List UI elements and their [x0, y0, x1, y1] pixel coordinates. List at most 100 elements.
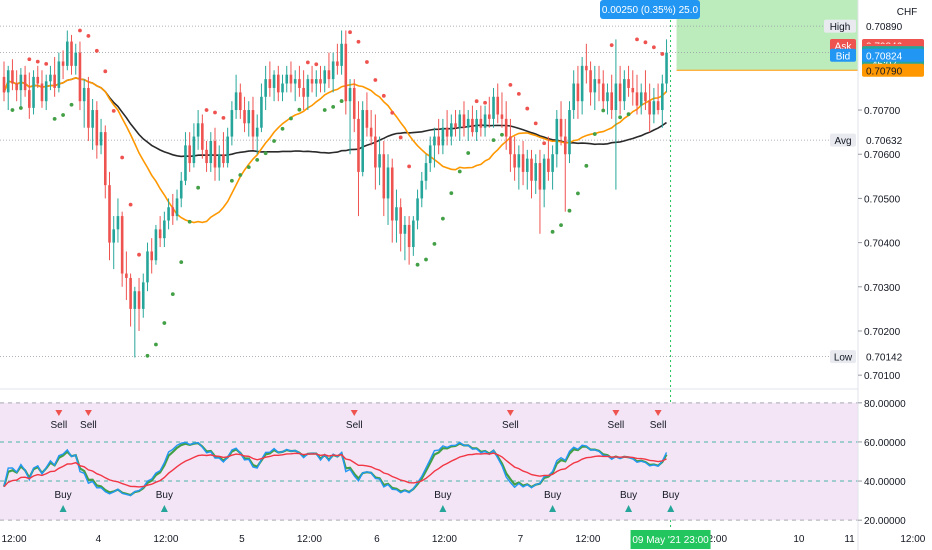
sar-dot: [297, 107, 302, 112]
price-axis[interactable]: 0.70700 0.70600 0.70500 0.70400 0.70300 0.702…: [824, 19, 924, 383]
sar-dot: [449, 191, 454, 196]
buy-signal-marker: [439, 505, 447, 512]
candle-body: [344, 43, 348, 102]
oscillator-axis-label: 20.00000: [864, 516, 906, 527]
candle-body: [585, 65, 588, 71]
candle-body: [209, 140, 213, 164]
bid-label-tag-plate: [830, 48, 856, 62]
candle-body: [623, 79, 626, 102]
oscillator-axis-label: 40.00000: [864, 477, 906, 488]
sar-dot: [474, 99, 479, 104]
candle-body: [323, 70, 327, 84]
sar-dot: [424, 257, 428, 262]
sar-dot: [170, 292, 175, 297]
avg-label-plate: [862, 133, 924, 147]
candle-body: [70, 41, 73, 66]
price-axis-label: 0.70500: [864, 194, 901, 205]
candle-body: [108, 185, 111, 243]
candle-body: [36, 76, 40, 84]
candle-body: [458, 114, 462, 128]
sar-dot: [356, 39, 361, 44]
price-axis-label: 0.70400: [864, 239, 901, 250]
candle-body: [306, 79, 310, 97]
candle-body: [234, 92, 238, 111]
prev-label-plate: [862, 63, 924, 77]
sar-dot: [44, 61, 49, 66]
sar-dot: [660, 52, 665, 56]
candle-body: [618, 83, 622, 102]
candle-body: [150, 251, 153, 261]
sar-dot: [213, 110, 217, 115]
candle-body: [167, 207, 170, 221]
candle-body: [28, 90, 31, 108]
oscillator-pane[interactable]: Sell Sell Sell Sell Sell Sell Buy Buy Buy Buy Buy B…: [0, 402, 858, 521]
candle-body: [496, 96, 500, 115]
candle-body: [340, 43, 343, 66]
candle-body: [74, 52, 78, 66]
low-label-tag-plate: [830, 350, 856, 364]
bid-label-value: 0.70824: [866, 51, 903, 62]
candle-body: [542, 158, 546, 190]
sar-dot: [592, 132, 597, 136]
candle-body: [11, 70, 14, 84]
sar-dot: [322, 108, 327, 112]
candle-body: [559, 118, 563, 137]
sar-dot: [10, 108, 15, 112]
time-axis-label: 11: [844, 534, 855, 545]
sar-dot: [339, 99, 344, 103]
sar-dot: [651, 45, 656, 50]
candle-body: [357, 118, 360, 172]
high-label-tag: High: [830, 22, 851, 33]
price-axis-label: 0.70300: [864, 283, 901, 294]
candle-body: [395, 207, 398, 221]
candle-body: [390, 167, 394, 221]
sar-dot: [609, 43, 614, 48]
candle-body: [289, 74, 293, 84]
candle-body: [175, 198, 179, 217]
low-label-value: 0.70142: [866, 353, 903, 364]
candle-body: [251, 110, 255, 137]
candle-body: [420, 180, 424, 199]
candle-body: [563, 136, 567, 155]
sar-dot: [516, 91, 521, 96]
time-axis-label: 12:00: [297, 534, 322, 545]
buy-signal-label: Buy: [620, 490, 637, 501]
sar-dot: [390, 110, 395, 115]
sell-signal-marker: [654, 410, 662, 416]
candle-body: [277, 74, 280, 93]
candle-body: [403, 224, 407, 234]
sar-dot: [348, 30, 352, 35]
time-axis[interactable]: 12:00412:00512:00612:00712:00912:0010111…: [1, 530, 926, 549]
candle-body: [525, 158, 529, 172]
sar-dot: [559, 223, 563, 228]
time-axis-label: 4: [96, 534, 102, 545]
candle-body: [314, 79, 318, 84]
candle-body: [154, 229, 158, 261]
sar-dot: [601, 108, 606, 113]
time-axis-label: 7: [518, 534, 524, 545]
candle-body: [475, 118, 478, 133]
candle-body: [116, 216, 120, 230]
candle-body: [188, 145, 191, 164]
sar-dot: [466, 151, 471, 155]
candle-body: [348, 87, 352, 102]
candle-body: [112, 229, 116, 243]
time-axis-label: 12:00: [702, 534, 727, 545]
candle-body: [82, 87, 86, 102]
candle-body: [517, 154, 521, 168]
candle-body: [572, 83, 575, 111]
prev-label-value: 0.70790: [866, 66, 903, 77]
candle-body: [298, 79, 301, 88]
candle-body: [538, 163, 542, 190]
candle-body: [57, 61, 61, 88]
price-axis-label: 0.70700: [864, 106, 901, 117]
avg-label-tag: Avg: [834, 136, 851, 147]
sar-dot: [432, 241, 437, 246]
oscillator-axis-label: 80.00000: [864, 399, 906, 410]
candle-body: [504, 118, 508, 137]
oscillator-axis[interactable]: 80.00000 60.00000 40.00000 20.00000: [858, 399, 906, 527]
sar-dot: [162, 321, 167, 325]
sar-dot: [137, 252, 141, 257]
sell-signal-label: Sell: [650, 420, 667, 431]
